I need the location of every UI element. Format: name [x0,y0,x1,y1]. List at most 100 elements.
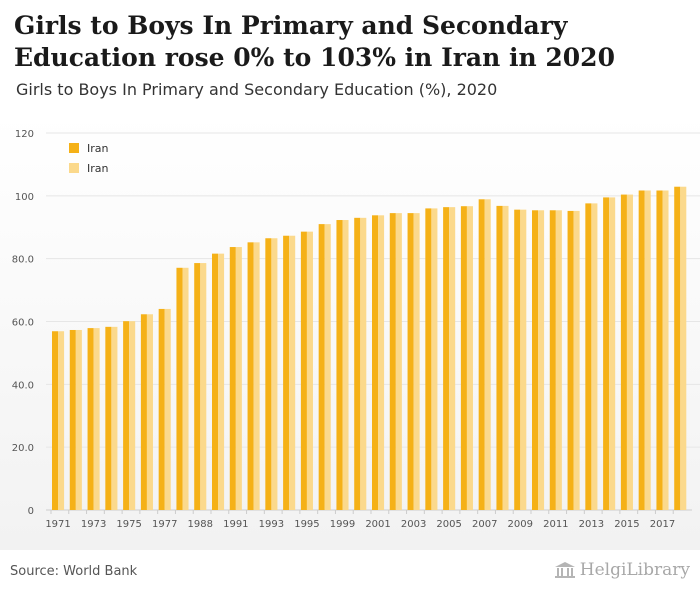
bar-series-1 [478,199,485,510]
bar-series-1 [674,186,681,510]
bar-series-1 [567,210,574,510]
bar-series-1 [140,314,147,510]
legend-label-2: Iran [87,162,109,175]
bar-series-2 [306,231,313,511]
bar-series-1 [87,328,94,510]
bar-series-2 [235,247,242,511]
bar-series-2 [680,186,687,510]
legend-label-1: Iran [87,142,109,155]
bar-series-1 [425,208,432,510]
bar-series-1 [283,235,290,511]
bar-series-2 [378,215,385,511]
bar-series-1 [105,326,112,510]
chart-subtitle: Girls to Boys In Primary and Secondary E… [16,80,498,99]
library-building-icon [554,561,576,579]
x-tick-label: 1999 [330,519,355,530]
x-tick-label: 2013 [579,519,604,530]
bar-series-1 [603,197,610,510]
chart-title: Girls to Boys In Primary and Secondary E… [14,11,615,72]
x-tick-label: 2007 [472,519,497,530]
bar-series-1 [229,247,236,511]
bar-series-2 [58,331,65,510]
y-tick-label: 0 [28,506,34,517]
bar-series-2 [360,217,367,510]
source-note: Source: World Bank [10,564,138,579]
x-tick-label: 1991 [223,519,248,530]
bar-series-2 [129,321,136,510]
bar-series-1 [52,331,59,510]
x-tick-label: 2003 [401,519,426,530]
bar-series-1 [123,321,130,510]
bar-series-2 [484,199,491,510]
bar-series-1 [407,213,414,511]
bar-series-2 [395,213,402,511]
x-tick-label: 1975 [116,519,141,530]
bar-series-2 [324,224,331,510]
bar-series-2 [466,206,473,510]
bar-series-1 [389,213,396,511]
x-tick-label: 1993 [259,519,284,530]
brand-name: HelgiLibrary [579,560,690,580]
bar-series-2 [449,207,456,511]
bar-series-1 [372,215,379,511]
bar-series-2 [538,210,545,510]
bar-series-1 [549,210,556,510]
bar-series-2 [271,238,278,510]
y-tick-label: 120 [15,129,34,140]
bar-series-2 [200,263,207,510]
bar-series-2 [573,210,580,510]
bar-series-1 [318,224,325,510]
bar-series-2 [520,209,527,510]
bar-series-2 [591,203,598,510]
bar-series-2 [111,326,118,510]
bar-series-1 [460,206,467,510]
x-tick-label: 2001 [365,519,390,530]
bar-series-2 [75,329,82,510]
bar-series-1 [300,231,307,511]
bar-series-2 [644,190,651,510]
bar-series-2 [626,194,633,510]
bar-series-1 [194,263,201,510]
x-tick-label: 2009 [508,519,533,530]
bar-series-2 [289,235,296,511]
bar-series-1 [336,220,343,510]
bar-series-1 [585,203,592,510]
bar-series-2 [662,190,669,510]
x-tick-label: 2005 [436,519,461,530]
y-tick-label: 80.0 [12,255,34,266]
bar-series-1 [620,194,627,510]
x-tick-label: 1973 [81,519,106,530]
bar-series-1 [212,253,219,510]
bar-series-2 [164,308,171,510]
legend-swatch-1 [69,143,79,153]
x-tick-label: 1995 [294,519,319,530]
bar-series-1 [158,308,165,510]
bar-series-2 [182,267,189,510]
brand-logo[interactable]: HelgiLibrary [554,560,690,580]
bar-series-1 [265,238,272,510]
bar-series-2 [253,242,260,510]
y-tick-label: 60.0 [12,318,34,329]
bar-series-1 [443,207,450,511]
y-tick-label: 20.0 [12,443,34,454]
bar-series-2 [342,220,349,510]
bar-series-1 [638,190,645,510]
bar-series-2 [502,205,509,511]
bar-series-2 [431,208,438,510]
x-tick-label: 1971 [45,519,70,530]
bar-series-1 [247,242,254,510]
bar-series-1 [176,267,183,510]
bar-series-2 [93,328,100,510]
y-tick-label: 40.0 [12,380,34,391]
x-tick-label: 2017 [650,519,675,530]
bar-series-2 [146,314,153,510]
bar-series-2 [609,197,616,510]
bar-series-1 [354,217,361,510]
x-tick-label: 1977 [152,519,177,530]
bar-series-1 [496,205,503,511]
y-tick-label: 100 [15,192,34,203]
bar-series-2 [218,253,225,510]
bar-series-1 [69,329,76,510]
bar-series-2 [413,213,420,511]
